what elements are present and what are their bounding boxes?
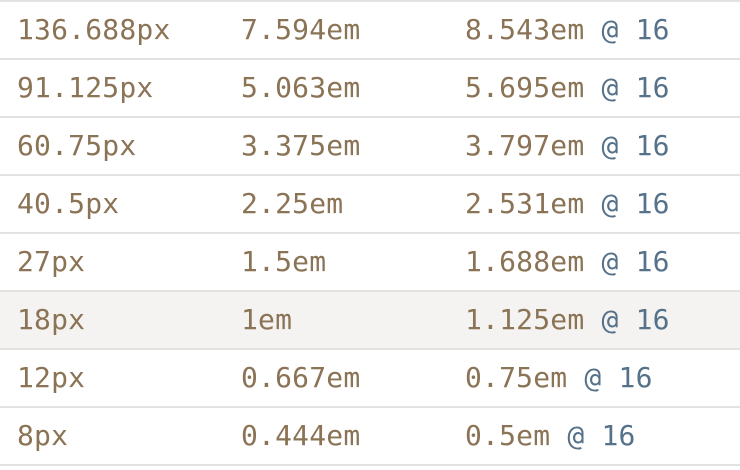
em-at-base-value: 1.125em @ 16 — [465, 292, 670, 348]
px-value: 91.125px — [17, 71, 154, 104]
em-at-base-number: 2.531em — [465, 187, 585, 220]
em-at-base-number: 0.75em — [465, 361, 568, 394]
px-value: 40.5px — [17, 187, 120, 220]
table-row: 60.75px 3.375em 3.797em @ 16 — [0, 118, 740, 176]
px-value: 60.75px — [17, 129, 137, 162]
em-value: 5.063em — [241, 71, 361, 104]
base-size-label: @ 16 — [601, 245, 670, 278]
px-value: 18px — [17, 303, 86, 336]
em-at-base-number: 0.5em — [465, 419, 551, 452]
em-value: 0.444em — [241, 419, 361, 452]
em-at-base-number: 1.688em — [465, 245, 585, 278]
em-at-base-value: 2.531em @ 16 — [465, 176, 670, 232]
table-row-highlighted: 18px 1em 1.125em @ 16 — [0, 292, 740, 350]
em-value: 1em — [241, 303, 293, 336]
em-value: 0.667em — [241, 361, 361, 394]
em-at-base-value: 0.5em @ 16 — [465, 408, 636, 464]
em-value: 3.375em — [241, 129, 361, 162]
px-value: 12px — [17, 361, 86, 394]
em-value: 2.25em — [241, 187, 344, 220]
px-value: 27px — [17, 245, 86, 278]
table-row: 91.125px 5.063em 5.695em @ 16 — [0, 60, 740, 118]
base-size-label: @ 16 — [601, 187, 670, 220]
em-at-base-value: 8.543em @ 16 — [465, 2, 670, 58]
em-at-base-number: 3.797em — [465, 129, 585, 162]
table-row: 8px 0.444em 0.5em @ 16 — [0, 408, 740, 466]
table-row: 40.5px 2.25em 2.531em @ 16 — [0, 176, 740, 234]
table-row: 12px 0.667em 0.75em @ 16 — [0, 350, 740, 408]
em-value: 1.5em — [241, 245, 327, 278]
em-at-base-number: 5.695em — [465, 71, 585, 104]
em-at-base-value: 1.688em @ 16 — [465, 234, 670, 290]
em-at-base-value: 5.695em @ 16 — [465, 60, 670, 116]
em-at-base-value: 3.797em @ 16 — [465, 118, 670, 174]
px-value: 8px — [17, 419, 69, 452]
base-size-label: @ 16 — [601, 13, 670, 46]
em-value: 7.594em — [241, 13, 361, 46]
base-size-label: @ 16 — [601, 303, 670, 336]
base-size-label: @ 16 — [601, 129, 670, 162]
em-at-base-value: 0.75em @ 16 — [465, 350, 653, 406]
em-at-base-number: 1.125em — [465, 303, 585, 336]
base-size-label: @ 16 — [601, 71, 670, 104]
px-value: 136.688px — [17, 13, 171, 46]
base-size-label: @ 16 — [584, 361, 653, 394]
base-size-label: @ 16 — [567, 419, 636, 452]
em-at-base-number: 8.543em — [465, 13, 585, 46]
table-row: 136.688px 7.594em 8.543em @ 16 — [0, 2, 740, 60]
table-row: 27px 1.5em 1.688em @ 16 — [0, 234, 740, 292]
